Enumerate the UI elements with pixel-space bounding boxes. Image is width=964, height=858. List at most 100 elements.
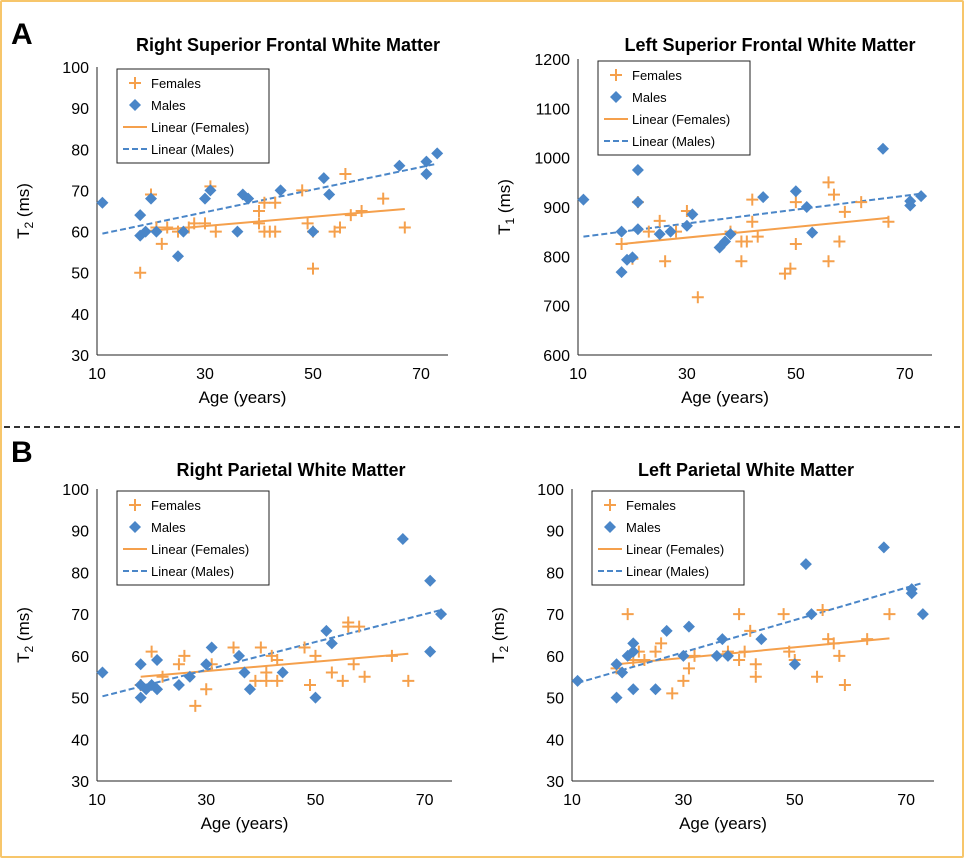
male-point [577, 193, 590, 206]
male-point [233, 649, 245, 662]
female-point [827, 188, 840, 201]
male-point [134, 691, 147, 704]
y-tick-label: 40 [546, 732, 564, 749]
y-tick-label: 800 [543, 249, 570, 266]
male-point [716, 633, 729, 646]
y-tick-label: 50 [71, 691, 89, 708]
female-point [334, 221, 346, 234]
legend-female-marker [610, 69, 622, 81]
female-point [749, 670, 762, 683]
female-point [682, 662, 695, 675]
legend-label: Females [626, 498, 676, 513]
male-point [627, 645, 640, 658]
female-point [822, 176, 835, 189]
x-tick-label: 70 [416, 792, 434, 809]
y-axis-label-main: T [14, 229, 33, 239]
female-point [621, 608, 634, 621]
male-point [649, 683, 662, 696]
y-axis-label-unit: (ms) [14, 607, 33, 646]
y-axis-label-subscript: 2 [22, 646, 36, 653]
female-point [342, 616, 355, 629]
female-point [199, 217, 211, 230]
female-point [377, 192, 390, 205]
legend-female-marker [129, 77, 141, 89]
male-point [325, 637, 338, 650]
legend-female-marker [604, 499, 616, 511]
y-axis-label-main: T [495, 225, 514, 235]
legend-label: Linear (Females) [626, 542, 724, 557]
panel-label-a: A [11, 18, 33, 51]
male-point [323, 188, 336, 201]
legend-male-marker [129, 521, 141, 533]
female-point [304, 679, 316, 692]
male-point [420, 167, 433, 180]
legend-label: Males [632, 90, 667, 105]
male-point [724, 228, 737, 241]
male-point [680, 219, 693, 232]
female-point [227, 641, 240, 654]
legend-label: Linear (Males) [626, 564, 709, 579]
male-point [151, 683, 164, 696]
x-tick-label: 50 [304, 366, 322, 383]
female-point [178, 649, 191, 662]
y-tick-label: 40 [71, 732, 89, 749]
x-tick-label: 70 [896, 366, 914, 383]
male-point [615, 225, 628, 238]
female-point [353, 620, 366, 633]
male-point [276, 666, 289, 679]
female-point [861, 633, 874, 646]
female-point [822, 255, 835, 268]
female-point [172, 658, 185, 671]
female-point [777, 608, 790, 621]
male-point [806, 226, 819, 239]
female-point [855, 196, 868, 209]
female-point [253, 217, 265, 230]
chart-title: Left Superior Frontal White Matter [624, 35, 915, 55]
female-point [838, 205, 851, 218]
female-point [833, 235, 846, 248]
female-point [298, 641, 311, 654]
female-point [269, 196, 282, 209]
male-point [151, 654, 164, 667]
male-point [431, 147, 444, 160]
female-point [301, 217, 314, 230]
male-point [755, 633, 768, 646]
female-point [615, 238, 628, 250]
female-point [811, 670, 824, 683]
legend-label: Females [151, 498, 201, 513]
female-point [816, 603, 829, 616]
male-point [172, 679, 185, 692]
female-point [296, 184, 309, 197]
male-point [721, 649, 734, 662]
male-point [199, 192, 211, 205]
male-point [320, 624, 333, 637]
male-point [424, 574, 437, 587]
female-point [751, 230, 764, 243]
female-point [156, 670, 169, 683]
legend-label: Linear (Females) [151, 542, 249, 557]
y-tick-label: 90 [71, 524, 89, 541]
female-point [733, 654, 746, 667]
male-point [571, 674, 584, 687]
x-tick-label: 70 [897, 792, 915, 809]
y-tick-label: 90 [546, 524, 564, 541]
female-point [189, 699, 202, 712]
legend-box [116, 490, 270, 586]
trendline-females [621, 216, 889, 245]
legend-label: Linear (Females) [632, 112, 730, 127]
legend-label: Females [151, 76, 201, 91]
female-point [336, 674, 349, 687]
x-axis-label: Age (years) [199, 388, 287, 407]
female-point [269, 225, 282, 238]
male-point [627, 683, 640, 696]
x-tick-label: 10 [569, 366, 587, 383]
male-point [805, 608, 818, 621]
x-tick-label: 10 [88, 366, 106, 383]
female-point [789, 238, 802, 250]
female-point [355, 205, 368, 217]
legend-male-marker [129, 99, 141, 111]
male-point [243, 683, 256, 696]
female-point [740, 235, 753, 248]
legend-box [116, 68, 270, 164]
